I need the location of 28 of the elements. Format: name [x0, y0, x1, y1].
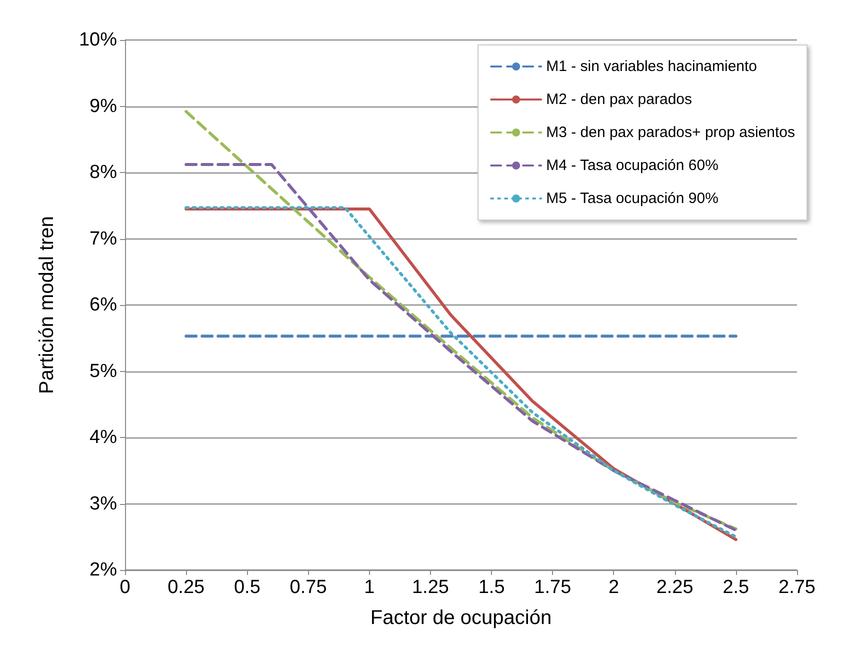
x-tick-label: 0: [120, 577, 130, 598]
x-tick-label: 1.5: [478, 577, 505, 598]
y-tick-label: 4%: [90, 427, 118, 448]
legend-label: M4 - Tasa ocupación 60%: [546, 157, 718, 174]
y-tick-label: 7%: [90, 228, 118, 250]
legend-label: M5 - Tasa ocupación 90%: [546, 190, 718, 207]
x-tick-label: 2.5: [722, 577, 750, 598]
y-tick-label: 3%: [90, 493, 118, 514]
x-tick-label: 2.25: [656, 577, 694, 598]
x-tick-label: 1.75: [534, 577, 572, 598]
x-tick-label: 0.5: [234, 577, 260, 598]
x-tick-label: 0.75: [290, 577, 327, 598]
y-tick-label: 10%: [78, 30, 118, 50]
legend-label: M2 - den pax parados: [546, 91, 692, 108]
x-tick-label: 2.75: [778, 577, 816, 598]
y-tick-label: 2%: [90, 560, 118, 580]
y-axis-title: Partición modal tren: [36, 216, 58, 394]
x-tick-label: 0.25: [168, 577, 205, 598]
x-axis-title: Factor de ocupación: [370, 607, 552, 629]
y-tick-label: 9%: [90, 96, 118, 117]
y-tick-label: 5%: [90, 360, 118, 382]
y-tick-label: 8%: [90, 162, 118, 183]
legend-label: M3 - den pax parados+ prop asientos: [546, 124, 795, 141]
legend-label: M1 - sin variables hacinamiento: [546, 58, 758, 75]
x-tick-label: 1.25: [412, 577, 449, 598]
x-tick-label: 1: [364, 577, 375, 598]
y-tick-label: 6%: [90, 294, 118, 316]
x-tick-label: 2: [608, 577, 620, 598]
